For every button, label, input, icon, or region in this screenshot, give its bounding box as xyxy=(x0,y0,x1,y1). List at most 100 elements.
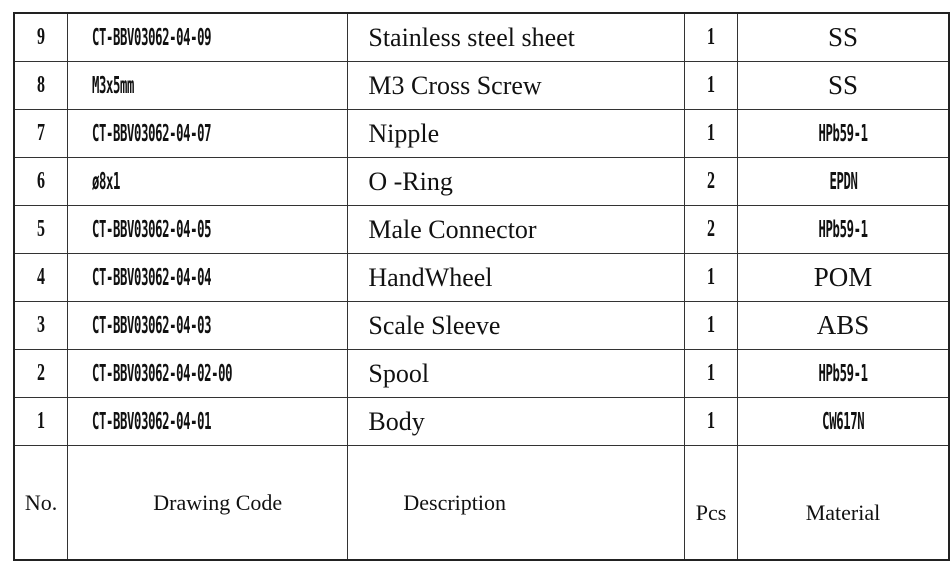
pcs: 1 xyxy=(707,311,716,339)
pcs: 2 xyxy=(707,215,716,243)
drawing-code: CT-BBV03062-04-09 xyxy=(92,24,212,51)
material: HPb59-1 xyxy=(818,120,868,147)
item-no-cell: 3 xyxy=(13,301,69,350)
material-cell: POM xyxy=(736,253,950,302)
description: HandWheel xyxy=(368,262,493,292)
drawing-code-cell: CT-BBV03062-04-02-00 xyxy=(67,349,349,398)
description-cell: Spool xyxy=(347,349,686,398)
material: ABS xyxy=(816,310,870,340)
item-no: 4 xyxy=(37,263,46,291)
material-cell: HPb59-1 xyxy=(736,109,950,158)
description: Body xyxy=(368,406,425,436)
drawing-code: ø8x1 xyxy=(92,168,121,195)
pcs-cell: 1 xyxy=(684,301,738,350)
table-row: 9 CT-BBV03062-04-09 Stainless steel sheet 1… xyxy=(13,12,950,62)
pcs: 1 xyxy=(707,71,716,99)
drawing-code: CT-BBV03062-04-04 xyxy=(92,264,212,291)
drawing-code: CT-BBV03062-04-03 xyxy=(92,312,212,339)
pcs-cell: 1 xyxy=(684,61,738,110)
table-row: 7 CT-BBV03062-04-07 Nipple 1 HPb59-1 xyxy=(13,109,950,158)
table-row: 1 CT-BBV03062-04-01 Body 1 CW617N xyxy=(13,397,950,446)
item-no-cell: 8 xyxy=(13,61,69,110)
drawing-code: CT-BBV03062-04-02-00 xyxy=(92,360,233,387)
description-cell: HandWheel xyxy=(347,253,686,302)
drawing-code: CT-BBV03062-04-01 xyxy=(92,408,212,435)
table-row: 2 CT-BBV03062-04-02-00 Spool 1 HPb59-1 xyxy=(13,349,950,398)
drawing-code-cell: CT-BBV03062-04-04 xyxy=(67,253,349,302)
pcs-cell: 1 xyxy=(684,253,738,302)
drawing-code-cell: CT-BBV03062-04-03 xyxy=(67,301,349,350)
description-cell: Stainless steel sheet xyxy=(347,12,686,62)
table-row: 8 M3x5mm M3 Cross Screw 1 SS xyxy=(13,61,950,110)
header-no: No. xyxy=(13,445,69,561)
drawing-code: M3x5mm xyxy=(92,72,135,99)
item-no: 8 xyxy=(37,71,46,99)
pcs: 1 xyxy=(707,263,716,291)
description: Spool xyxy=(368,358,430,388)
drawing-code: CT-BBV03062-04-05 xyxy=(92,216,212,243)
pcs-cell: 1 xyxy=(684,109,738,158)
drawing-code-cell: CT-BBV03062-04-01 xyxy=(67,397,349,446)
item-no-cell: 6 xyxy=(13,157,69,206)
drawing-code: CT-BBV03062-04-07 xyxy=(92,120,212,147)
item-no-cell: 7 xyxy=(13,109,69,158)
description-cell: Body xyxy=(347,397,686,446)
pcs-cell: 2 xyxy=(684,205,738,254)
item-no: 3 xyxy=(37,311,46,339)
material-cell: CW617N xyxy=(736,397,950,446)
pcs: 1 xyxy=(707,119,716,147)
material-cell: SS xyxy=(736,12,950,62)
material: HPb59-1 xyxy=(818,216,868,243)
description: Stainless steel sheet xyxy=(368,22,575,52)
item-no: 9 xyxy=(37,23,46,51)
pcs: 2 xyxy=(707,167,716,195)
item-no-cell: 2 xyxy=(13,349,69,398)
pcs-cell: 1 xyxy=(684,397,738,446)
drawing-code-cell: ø8x1 xyxy=(67,157,349,206)
item-no: 7 xyxy=(37,119,46,147)
table-row: 6 ø8x1 O -Ring 2 EPDN xyxy=(13,157,950,206)
pcs-cell: 2 xyxy=(684,157,738,206)
pcs-cell: 1 xyxy=(684,349,738,398)
drawing-code-cell: M3x5mm xyxy=(67,61,349,110)
pcs: 1 xyxy=(707,23,716,51)
drawing-code-cell: CT-BBV03062-04-07 xyxy=(67,109,349,158)
item-no-cell: 4 xyxy=(13,253,69,302)
item-no-cell: 1 xyxy=(13,397,69,446)
header-pcs: Pcs xyxy=(684,445,738,561)
material-cell: HPb59-1 xyxy=(736,349,950,398)
description-cell: Nipple xyxy=(347,109,686,158)
description: Male Connector xyxy=(368,214,537,244)
item-no-cell: 5 xyxy=(13,205,69,254)
pcs: 1 xyxy=(707,359,716,387)
pcs-cell: 1 xyxy=(684,12,738,62)
header-drawing-code: Drawing Code xyxy=(67,445,349,561)
table-row: 3 CT-BBV03062-04-03 Scale Sleeve 1 ABS xyxy=(13,301,950,350)
bom-body: 9 CT-BBV03062-04-09 Stainless steel sheet 1… xyxy=(13,12,950,446)
description-cell: M3 Cross Screw xyxy=(347,61,686,110)
description-cell: Scale Sleeve xyxy=(347,301,686,350)
table-row: 4 CT-BBV03062-04-04 HandWheel 1 POM xyxy=(13,253,950,302)
pcs: 1 xyxy=(707,407,716,435)
material-cell: SS xyxy=(736,61,950,110)
header-material: Material xyxy=(736,445,950,561)
bill-of-materials-table: 9 CT-BBV03062-04-09 Stainless steel sheet 1… xyxy=(13,12,950,561)
material: POM xyxy=(813,262,873,292)
item-no: 6 xyxy=(37,167,46,195)
item-no-cell: 9 xyxy=(13,12,69,62)
drawing-code-cell: CT-BBV03062-04-05 xyxy=(67,205,349,254)
header-row: No. Drawing Code Description Pcs Materia… xyxy=(13,445,950,561)
description: Scale Sleeve xyxy=(368,310,501,340)
material-cell: ABS xyxy=(736,301,950,350)
item-no: 2 xyxy=(37,359,46,387)
description-cell: O -Ring xyxy=(347,157,686,206)
table-row: 5 CT-BBV03062-04-05 Male Connector 2 HPb59-1 xyxy=(13,205,950,254)
material: SS xyxy=(827,70,858,100)
material: SS xyxy=(827,22,858,52)
item-no: 1 xyxy=(37,407,46,435)
description: M3 Cross Screw xyxy=(368,70,542,100)
description-cell: Male Connector xyxy=(347,205,686,254)
material-cell: EPDN xyxy=(736,157,950,206)
description: O -Ring xyxy=(368,166,453,196)
material: HPb59-1 xyxy=(818,360,868,387)
